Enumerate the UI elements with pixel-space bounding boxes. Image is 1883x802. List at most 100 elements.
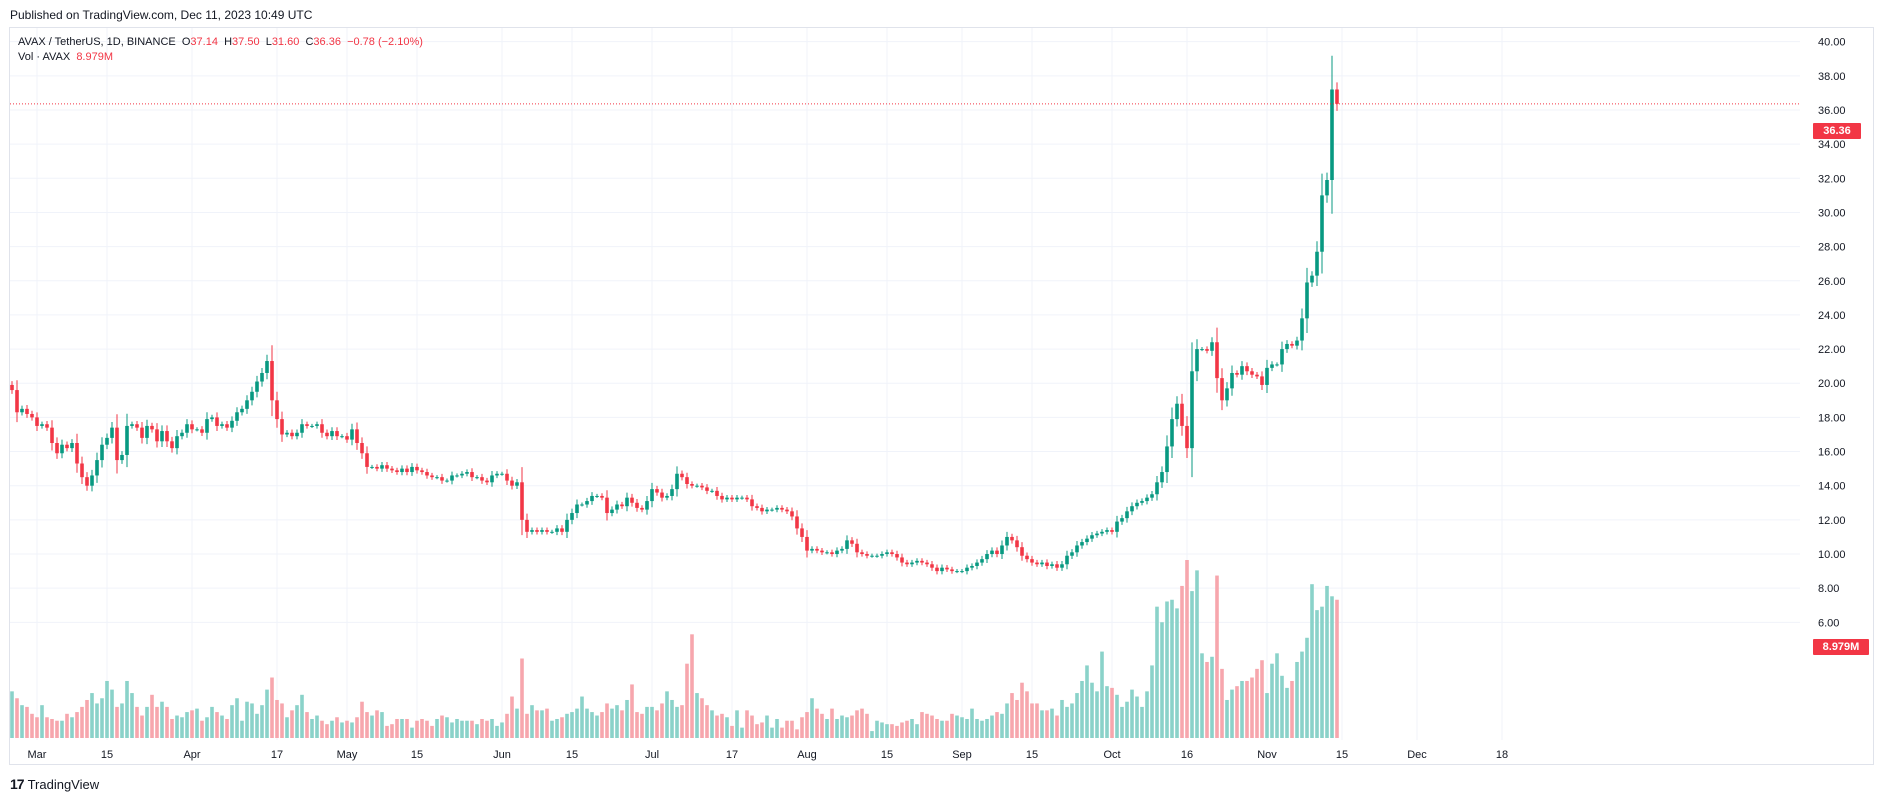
candle-body (1070, 552, 1074, 556)
candle-body (810, 548, 814, 551)
candle-body (150, 425, 154, 430)
candle-body (1090, 535, 1094, 539)
x-tick-label: May (337, 749, 358, 761)
volume-bar (1295, 661, 1299, 738)
volume-bar (1070, 703, 1074, 738)
candle-body (1270, 364, 1274, 368)
volume-bar (1055, 715, 1059, 738)
volume-bar (1270, 663, 1274, 738)
volume-bar (750, 715, 754, 738)
legend-vol-label[interactable]: Vol · AVAX (18, 51, 71, 63)
volume-bar (1255, 668, 1259, 738)
volume-bar (285, 717, 289, 738)
volume-bar (1330, 596, 1334, 738)
candle-body (460, 473, 464, 476)
volume-bar (140, 715, 144, 738)
candle-body (350, 429, 354, 440)
candle-body (725, 497, 729, 500)
volume-bar (405, 718, 409, 738)
volume-bar (785, 720, 789, 738)
volume-bar (240, 720, 244, 738)
y-tick-label: 20.00 (1818, 378, 1846, 390)
candle-body (525, 519, 529, 532)
volume-bar (1105, 686, 1109, 738)
candle-body (375, 466, 379, 469)
volume-bar (1305, 637, 1309, 738)
candle-body (1335, 89, 1339, 104)
volume-bar (1060, 699, 1064, 738)
volume-bar (480, 718, 484, 738)
candle-body (275, 400, 279, 420)
candle-body (390, 468, 394, 471)
volume-bar (845, 717, 849, 738)
candle-body (775, 507, 779, 510)
candle-body (835, 550, 839, 555)
volume-bar (1190, 591, 1194, 738)
volume-bar (805, 712, 809, 738)
volume-bar (335, 717, 339, 738)
candle-body (1005, 536, 1009, 546)
candle-body (1230, 372, 1234, 389)
volume-bar (500, 722, 504, 738)
volume-bar (125, 680, 129, 738)
volume-bar (165, 706, 169, 738)
legend-symbol[interactable]: AVAX / TetherUS, 1D, BINANCE (18, 36, 176, 48)
volume-bar (205, 717, 209, 738)
tradingview-logo[interactable]: 17 TradingView (10, 776, 99, 792)
volume-bar (180, 717, 184, 738)
volume-bar (225, 718, 229, 738)
volume-bar (135, 706, 139, 738)
volume-bar (280, 703, 284, 738)
candle-body (1075, 545, 1079, 553)
volume-bar (85, 699, 89, 738)
volume-bar (775, 718, 779, 738)
candle-body (750, 499, 754, 507)
volume-bar (65, 713, 69, 738)
x-tick-label: 15 (1336, 749, 1348, 761)
candle-body (905, 562, 909, 565)
volume-bar (380, 712, 384, 738)
volume-bar (1095, 691, 1099, 738)
volume-bar (1050, 708, 1054, 738)
candle-body (1220, 378, 1224, 401)
candle-body (540, 530, 544, 532)
volume-bar (1045, 710, 1049, 738)
last-price-tag: 36.36 (1813, 123, 1861, 139)
candle-body (755, 506, 759, 508)
candle-body (1290, 343, 1294, 346)
candle-body (805, 536, 809, 551)
volume-bar (410, 727, 414, 738)
candle-body (615, 504, 619, 510)
candle-body (340, 436, 344, 438)
candle-body (890, 552, 894, 555)
volume-bar (900, 722, 904, 738)
candle-body (335, 431, 339, 437)
volume-bar (375, 710, 379, 738)
volume-bar (1290, 680, 1294, 738)
volume-bar (890, 724, 894, 738)
candle-body (505, 473, 509, 481)
volume-bar (545, 708, 549, 738)
y-tick-label: 22.00 (1818, 344, 1846, 356)
candle-body (1325, 180, 1329, 196)
volume-bar (250, 703, 254, 738)
candle-body (490, 475, 494, 483)
volume-bar (1220, 668, 1224, 738)
legend-close-label: C (305, 36, 314, 48)
candle-body (910, 562, 914, 565)
candle-body (815, 548, 819, 551)
candle-body (1160, 472, 1164, 483)
candle-body (710, 490, 714, 492)
candle-body (200, 429, 204, 433)
y-tick-label: 18.00 (1818, 412, 1846, 424)
volume-bar (820, 713, 824, 738)
chart-frame[interactable] (9, 27, 1874, 765)
volume-bar (1150, 665, 1154, 738)
legend-low-label: L (265, 36, 272, 48)
volume-bar (510, 696, 514, 738)
candle-body (45, 424, 49, 428)
candle-body (80, 463, 84, 478)
volume-bar (1145, 691, 1149, 738)
volume-bar (555, 718, 559, 738)
